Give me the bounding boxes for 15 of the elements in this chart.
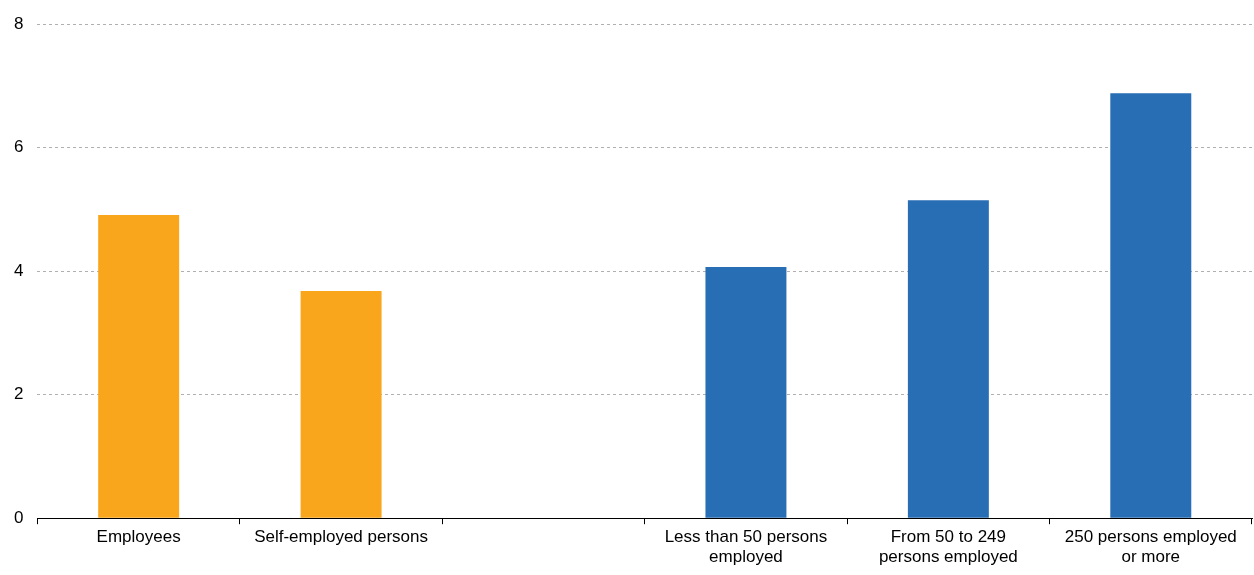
bar <box>300 290 382 518</box>
x-tick-label: 250 persons employed or more <box>1064 527 1237 567</box>
x-tick-label: From 50 to 249 persons employed <box>878 527 1018 567</box>
y-tick-label: 0 <box>13 507 24 527</box>
x-tick-label: Less than 50 persons employed <box>664 527 828 567</box>
bar <box>98 215 180 518</box>
y-tick-label: 6 <box>13 137 24 157</box>
y-tick-label: 8 <box>13 13 24 33</box>
x-tick-label: Employees <box>96 527 181 547</box>
bar <box>1110 93 1192 518</box>
y-tick-label: 2 <box>13 384 24 404</box>
y-tick-label: 4 <box>13 260 24 280</box>
bar <box>705 266 787 518</box>
bar <box>907 200 989 518</box>
x-tick-label: Self-employed persons <box>254 527 429 547</box>
